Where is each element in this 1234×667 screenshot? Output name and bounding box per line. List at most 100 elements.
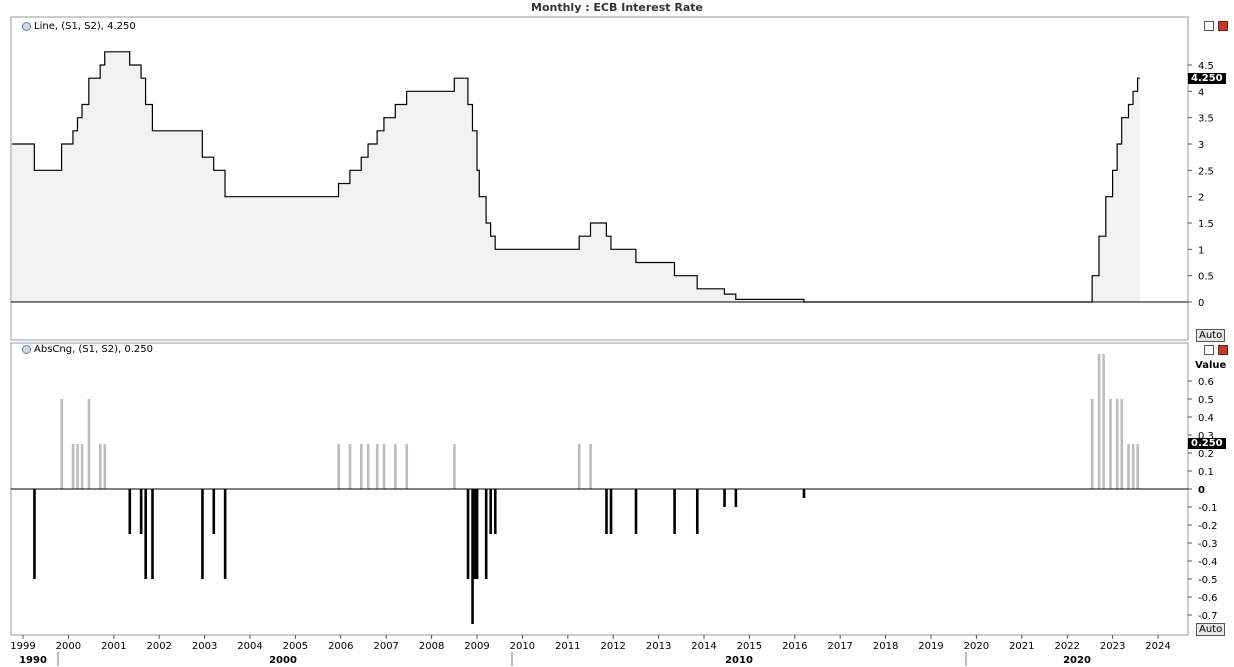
- x-tick-label: 2009: [464, 641, 489, 652]
- negative-change-bar: [144, 489, 147, 579]
- decade-label: 2010: [725, 655, 753, 666]
- y-tick-label: -0.2: [1198, 521, 1218, 532]
- positive-change-bar: [1109, 399, 1112, 489]
- x-tick-label: 2002: [146, 641, 171, 652]
- decade-label: 2020: [1063, 655, 1091, 666]
- negative-change-bar: [493, 489, 497, 534]
- maximize-icon[interactable]: [1204, 21, 1214, 31]
- positive-change-bar: [453, 444, 456, 489]
- positive-change-bar: [1115, 399, 1119, 489]
- x-tick-label: 2015: [737, 641, 762, 652]
- y-tick-label: 0.6: [1198, 377, 1214, 388]
- negative-change-bar: [695, 489, 699, 534]
- bottom-axis-word: Value: [1195, 360, 1227, 371]
- y-tick-label: -0.6: [1198, 593, 1218, 604]
- top-legend-label: Line, (S1, S2), 4.250: [34, 21, 136, 32]
- y-tick-label: -0.7: [1198, 611, 1218, 622]
- negative-change-bar: [212, 489, 216, 534]
- y-tick-label: 3: [1198, 140, 1204, 151]
- x-tick-label: 2020: [964, 641, 989, 652]
- y-tick-label: 0.5: [1198, 395, 1214, 406]
- x-tick-label: 2010: [510, 641, 535, 652]
- positive-change-bar: [1127, 444, 1130, 489]
- x-tick-label: 2005: [283, 641, 308, 652]
- x-tick-label: 1999: [10, 641, 35, 652]
- bottom-legend-label: AbsCng, (S1, S2), 0.250: [34, 344, 153, 355]
- bottom-current-value: 0.250: [1188, 438, 1226, 449]
- rate-step-line: [12, 51, 1140, 303]
- positive-change-bar: [98, 444, 102, 489]
- negative-change-bar: [223, 489, 227, 579]
- positive-change-bar: [382, 444, 386, 489]
- negative-change-bar: [802, 489, 806, 498]
- bottom-auto-button[interactable]: Auto: [1196, 623, 1226, 636]
- close-icon[interactable]: [1218, 345, 1228, 355]
- x-tick-label: 2003: [192, 641, 217, 652]
- clock-icon: [22, 22, 31, 31]
- negative-change-bar: [471, 489, 474, 624]
- positive-change-bar: [1131, 444, 1135, 489]
- x-tick-label: 2011: [555, 641, 580, 652]
- positive-change-bar: [76, 444, 79, 489]
- decade-label: 2000: [269, 655, 297, 666]
- rate-area-fill: [12, 51, 1140, 303]
- positive-change-bar: [394, 444, 397, 489]
- positive-change-bar: [1102, 354, 1105, 489]
- decade-label: 1990: [19, 655, 47, 666]
- x-tick-label: 2024: [1145, 641, 1170, 652]
- x-tick-label: 2019: [918, 641, 943, 652]
- bottom-legend[interactable]: AbsCng, (S1, S2), 0.250: [22, 344, 153, 355]
- x-tick-label: 2012: [600, 641, 625, 652]
- y-tick-label: 0.4: [1198, 413, 1214, 424]
- positive-change-bar: [348, 444, 352, 489]
- y-tick-label: 1.5: [1198, 219, 1214, 230]
- positive-change-bar: [375, 444, 379, 489]
- top-auto-button[interactable]: Auto: [1196, 329, 1226, 342]
- negative-change-bar: [723, 489, 726, 507]
- x-tick-label: 2017: [827, 641, 852, 652]
- y-tick-label: 4: [1198, 87, 1204, 98]
- negative-change-bar: [475, 489, 479, 579]
- x-tick-label: 2000: [56, 641, 81, 652]
- positive-change-bar: [589, 444, 592, 489]
- x-tick-label: 2007: [373, 641, 398, 652]
- y-tick-label: -0.1: [1198, 503, 1218, 514]
- y-tick-label: 0.2: [1198, 449, 1214, 460]
- negative-change-bar: [466, 489, 470, 579]
- x-tick-label: 2004: [237, 641, 262, 652]
- y-tick-label: 0: [1198, 485, 1205, 496]
- positive-change-bar: [60, 399, 63, 489]
- y-tick-label: -0.4: [1198, 557, 1218, 568]
- negative-change-bar: [128, 489, 132, 534]
- positive-change-bar: [360, 444, 363, 489]
- y-tick-label: 4.5: [1198, 61, 1214, 72]
- negative-change-bar: [673, 489, 676, 534]
- close-icon[interactable]: [1218, 21, 1228, 31]
- positive-change-bar: [405, 444, 409, 489]
- negative-change-bar: [634, 489, 638, 534]
- clock-icon: [22, 345, 31, 354]
- negative-change-bar: [139, 489, 143, 534]
- positive-change-bar: [366, 444, 370, 489]
- y-tick-label: 2.5: [1198, 166, 1214, 177]
- positive-change-bar: [87, 399, 91, 489]
- maximize-icon[interactable]: [1204, 345, 1214, 355]
- x-tick-label: 2016: [782, 641, 807, 652]
- negative-change-bar: [473, 489, 477, 579]
- negative-change-bar: [609, 489, 613, 534]
- x-tick-label: 2008: [419, 641, 444, 652]
- y-tick-label: 0.5: [1198, 272, 1214, 283]
- y-tick-label: 3.5: [1198, 114, 1214, 125]
- x-tick-label: 2018: [873, 641, 898, 652]
- positive-change-bar: [103, 444, 107, 489]
- positive-change-bar: [71, 444, 75, 489]
- y-tick-label: 2: [1198, 193, 1204, 204]
- x-tick-label: 2023: [1100, 641, 1125, 652]
- chart-title: Monthly : ECB Interest Rate: [531, 1, 703, 14]
- x-tick-label: 2014: [691, 641, 716, 652]
- y-tick-label: 1: [1198, 245, 1204, 256]
- top-legend[interactable]: Line, (S1, S2), 4.250: [22, 21, 136, 32]
- y-tick-label: -0.3: [1198, 539, 1218, 550]
- positive-change-bar: [1136, 444, 1139, 489]
